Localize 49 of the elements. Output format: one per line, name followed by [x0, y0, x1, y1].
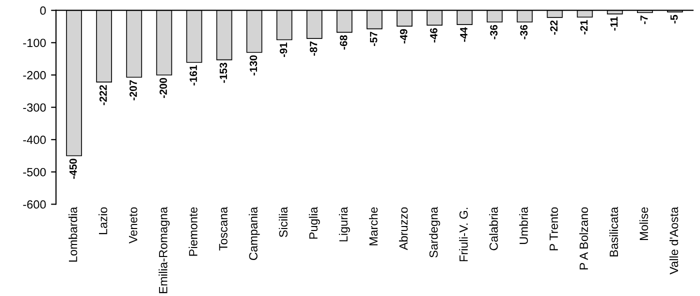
x-tick-label: Valle d'Aosta [669, 206, 678, 274]
x-tick-label: Sardegna [429, 206, 440, 258]
x-tick-label: Friuli-V. G. [459, 208, 468, 262]
data-label: -130 [250, 55, 258, 76]
x-tick-label: P A Bolzano [579, 207, 588, 270]
x-tick-label: Abruzzo [399, 207, 408, 250]
data-label: -11 [610, 16, 618, 31]
x-tick-label: Marche [368, 207, 378, 246]
data-label: -46 [430, 28, 438, 42]
data-label: -21 [580, 20, 588, 34]
x-tick-label: Piemonte [188, 207, 198, 256]
x-tick-label: Toscana [219, 206, 228, 251]
data-label: -450 [69, 158, 77, 179]
data-label: -222 [99, 85, 107, 106]
data-label: -5 [670, 14, 678, 24]
x-tick-label: Umbria [519, 206, 528, 244]
y-tick-label: -500 [23, 168, 46, 176]
x-tick-label: Puglia [308, 206, 320, 239]
x-tick-label: Lombardia [68, 206, 78, 262]
x-tick-label: Campania [248, 206, 260, 260]
y-tick-label: 0 [40, 6, 46, 15]
data-label: -57 [370, 32, 378, 46]
data-label: -91 [280, 42, 288, 57]
data-label: -161 [190, 65, 198, 86]
y-tick-label: -100 [23, 38, 46, 48]
data-label: -87 [310, 42, 318, 56]
x-tick-label: Liguria [338, 206, 350, 242]
data-label: -36 [490, 24, 498, 40]
x-tick-label: P Trento [550, 207, 558, 250]
data-label: -7 [640, 16, 648, 24]
x-tick-label: Calabria [489, 206, 498, 250]
data-label: -49 [400, 29, 408, 44]
y-tick-label: -200 [23, 71, 46, 80]
x-tick-label: Lazio [98, 207, 108, 234]
y-tick-label: -300 [23, 103, 46, 112]
y-tick-label: -400 [23, 136, 46, 144]
y-tick-label: -600 [23, 200, 46, 209]
x-tick-label: Veneto [129, 207, 138, 244]
x-tick-label: Sicilia [278, 206, 288, 238]
data-label: -36 [520, 24, 528, 40]
data-label: -44 [460, 27, 468, 42]
data-label: -153 [220, 62, 228, 83]
x-tick-label: Molise [639, 207, 648, 240]
data-label: -200 [160, 78, 167, 98]
x-tick-label: Basilicata [609, 206, 618, 256]
data-label: -22 [550, 20, 558, 35]
x-tick-label: Emilia-Romagna [158, 206, 170, 294]
data-label: -207 [130, 80, 137, 100]
data-label: -68 [340, 35, 348, 50]
